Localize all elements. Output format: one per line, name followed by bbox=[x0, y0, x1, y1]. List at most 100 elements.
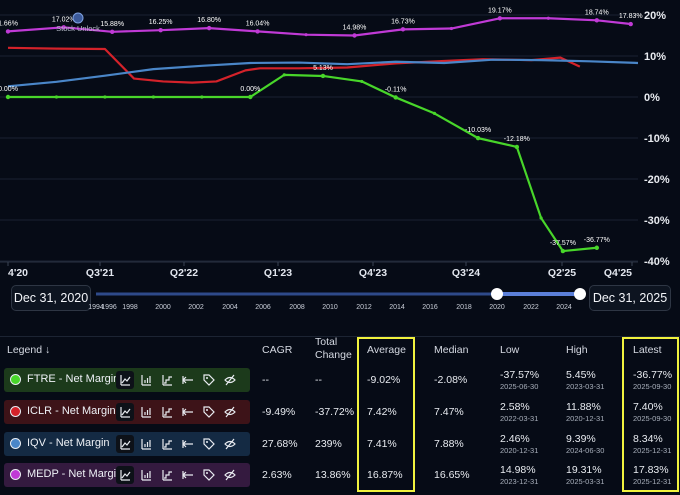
series-color-dot bbox=[10, 437, 21, 449]
latest-column-highlight bbox=[622, 337, 679, 492]
high-header[interactable]: High bbox=[566, 344, 588, 356]
slider-year-label: 2020 bbox=[489, 304, 505, 311]
median-value: 7.47% bbox=[434, 406, 464, 418]
slider-year-label: 2006 bbox=[255, 304, 271, 311]
tag-icon[interactable] bbox=[200, 371, 218, 389]
medp-data-label: 14.98% bbox=[343, 25, 367, 32]
range-icon[interactable] bbox=[179, 466, 197, 484]
range-icon[interactable] bbox=[179, 435, 197, 453]
hide-icon[interactable] bbox=[221, 403, 239, 421]
high-value: 5.45% bbox=[566, 369, 596, 381]
high-value: 19.31% bbox=[566, 464, 602, 476]
medp-point bbox=[255, 29, 260, 34]
bar-chart-icon[interactable] bbox=[137, 371, 155, 389]
y-tick-label: 10% bbox=[644, 51, 666, 63]
legend-row[interactable]: ICLR - Net Margin bbox=[4, 400, 250, 424]
legend-entry: MEDP - Net Margin bbox=[10, 468, 122, 480]
x-tick-label: Q4'23 bbox=[359, 267, 387, 279]
section-divider bbox=[0, 336, 680, 337]
step-chart-icon[interactable] bbox=[158, 371, 176, 389]
bar-chart-icon[interactable] bbox=[137, 403, 155, 421]
line-chart-icon[interactable] bbox=[116, 466, 134, 484]
total-change-header[interactable]: Total Change bbox=[315, 336, 352, 362]
low-date: 2020-12-31 bbox=[500, 446, 539, 455]
medp-series-line bbox=[7, 17, 631, 37]
legend-header[interactable]: Legend ↓ bbox=[7, 344, 50, 357]
ftre-data-label: -10.03% bbox=[465, 127, 491, 134]
step-chart-icon[interactable] bbox=[158, 435, 176, 453]
hide-icon[interactable] bbox=[221, 371, 239, 389]
low-date: 2022-03-31 bbox=[500, 414, 539, 423]
y-tick-label: -20% bbox=[644, 174, 670, 186]
medp-point bbox=[158, 27, 163, 33]
tag-icon[interactable] bbox=[200, 435, 218, 453]
median-header[interactable]: Median bbox=[434, 344, 469, 356]
y-tick-label: 20% bbox=[644, 10, 666, 22]
average-value: 16.87% bbox=[367, 469, 403, 481]
slider-year-label: 2012 bbox=[356, 304, 372, 311]
ftre-point bbox=[475, 135, 481, 141]
hide-icon[interactable] bbox=[221, 435, 239, 453]
start-date-field[interactable]: Dec 31, 2020 bbox=[11, 285, 91, 311]
series-toolbar bbox=[116, 371, 239, 389]
medp-point bbox=[594, 18, 600, 23]
iqv-series-line bbox=[7, 58, 639, 88]
legend-row[interactable]: MEDP - Net Margin bbox=[4, 463, 250, 487]
average-value: -9.02% bbox=[367, 374, 401, 386]
medp-data-label: 16.73% bbox=[391, 18, 415, 25]
medp-data-label: 16.80% bbox=[197, 17, 221, 24]
y-tick-label: -40% bbox=[644, 256, 670, 268]
ftre-point bbox=[432, 111, 437, 115]
step-chart-icon[interactable] bbox=[158, 466, 176, 484]
tag-icon[interactable] bbox=[200, 403, 218, 421]
step-chart-icon[interactable] bbox=[158, 403, 176, 421]
ftre-point bbox=[200, 95, 204, 99]
range-start-handle[interactable] bbox=[491, 288, 503, 300]
slider-year-label: 1998 bbox=[122, 304, 138, 311]
bar-chart-icon[interactable] bbox=[137, 466, 155, 484]
series-color-dot bbox=[10, 373, 21, 385]
bar-chart-icon[interactable] bbox=[137, 435, 155, 453]
latest-date: 2025-09-30 bbox=[633, 414, 672, 423]
series-label: FTRE - Net Margin bbox=[27, 373, 120, 385]
median-value: 16.65% bbox=[434, 469, 470, 481]
line-chart-icon[interactable] bbox=[116, 403, 134, 421]
range-end-handle[interactable] bbox=[574, 288, 586, 300]
legend-row[interactable]: FTRE - Net Margin bbox=[4, 368, 250, 392]
latest-date: 2025-09-30 bbox=[633, 382, 672, 391]
latest-value: 7.40% bbox=[633, 401, 663, 413]
range-icon[interactable] bbox=[179, 371, 197, 389]
ftre-data-label: -37.57% bbox=[550, 240, 576, 247]
latest-value: -36.77% bbox=[633, 369, 673, 381]
legend-entry: ICLR - Net Margin bbox=[10, 405, 116, 417]
medp-data-label: 19.17% bbox=[488, 7, 512, 14]
latest-header[interactable]: Latest bbox=[633, 344, 662, 356]
slider-year-label: 2008 bbox=[289, 304, 305, 311]
medp-point bbox=[304, 33, 308, 37]
ftre-point bbox=[594, 245, 600, 250]
high-date: 2020-12-31 bbox=[566, 414, 605, 423]
line-chart-icon[interactable] bbox=[116, 371, 134, 389]
end-date-field[interactable]: Dec 31, 2025 bbox=[589, 285, 671, 311]
series-toolbar bbox=[116, 466, 239, 484]
low-date: 2025-06-30 bbox=[500, 382, 539, 391]
tag-icon[interactable] bbox=[200, 466, 218, 484]
legend-row[interactable]: IQV - Net Margin bbox=[4, 432, 250, 456]
range-icon[interactable] bbox=[179, 403, 197, 421]
line-chart-icon[interactable] bbox=[116, 435, 134, 453]
hide-icon[interactable] bbox=[221, 466, 239, 484]
low-header[interactable]: Low bbox=[500, 344, 520, 356]
high-date: 2025-03-31 bbox=[566, 477, 605, 486]
medp-point bbox=[400, 27, 406, 32]
latest-value: 8.34% bbox=[633, 433, 663, 445]
slider-year-label: 1994 bbox=[88, 304, 104, 311]
medp-data-label: 15.88% bbox=[100, 21, 124, 28]
high-date: 2023-03-31 bbox=[566, 382, 605, 391]
ftre-point bbox=[151, 95, 155, 99]
ftre-data-label: -36.77% bbox=[584, 237, 610, 244]
cagr-header[interactable]: CAGR bbox=[262, 344, 293, 356]
medp-point bbox=[5, 29, 11, 34]
average-header[interactable]: Average bbox=[367, 344, 406, 356]
total-change-value: -- bbox=[315, 374, 322, 386]
